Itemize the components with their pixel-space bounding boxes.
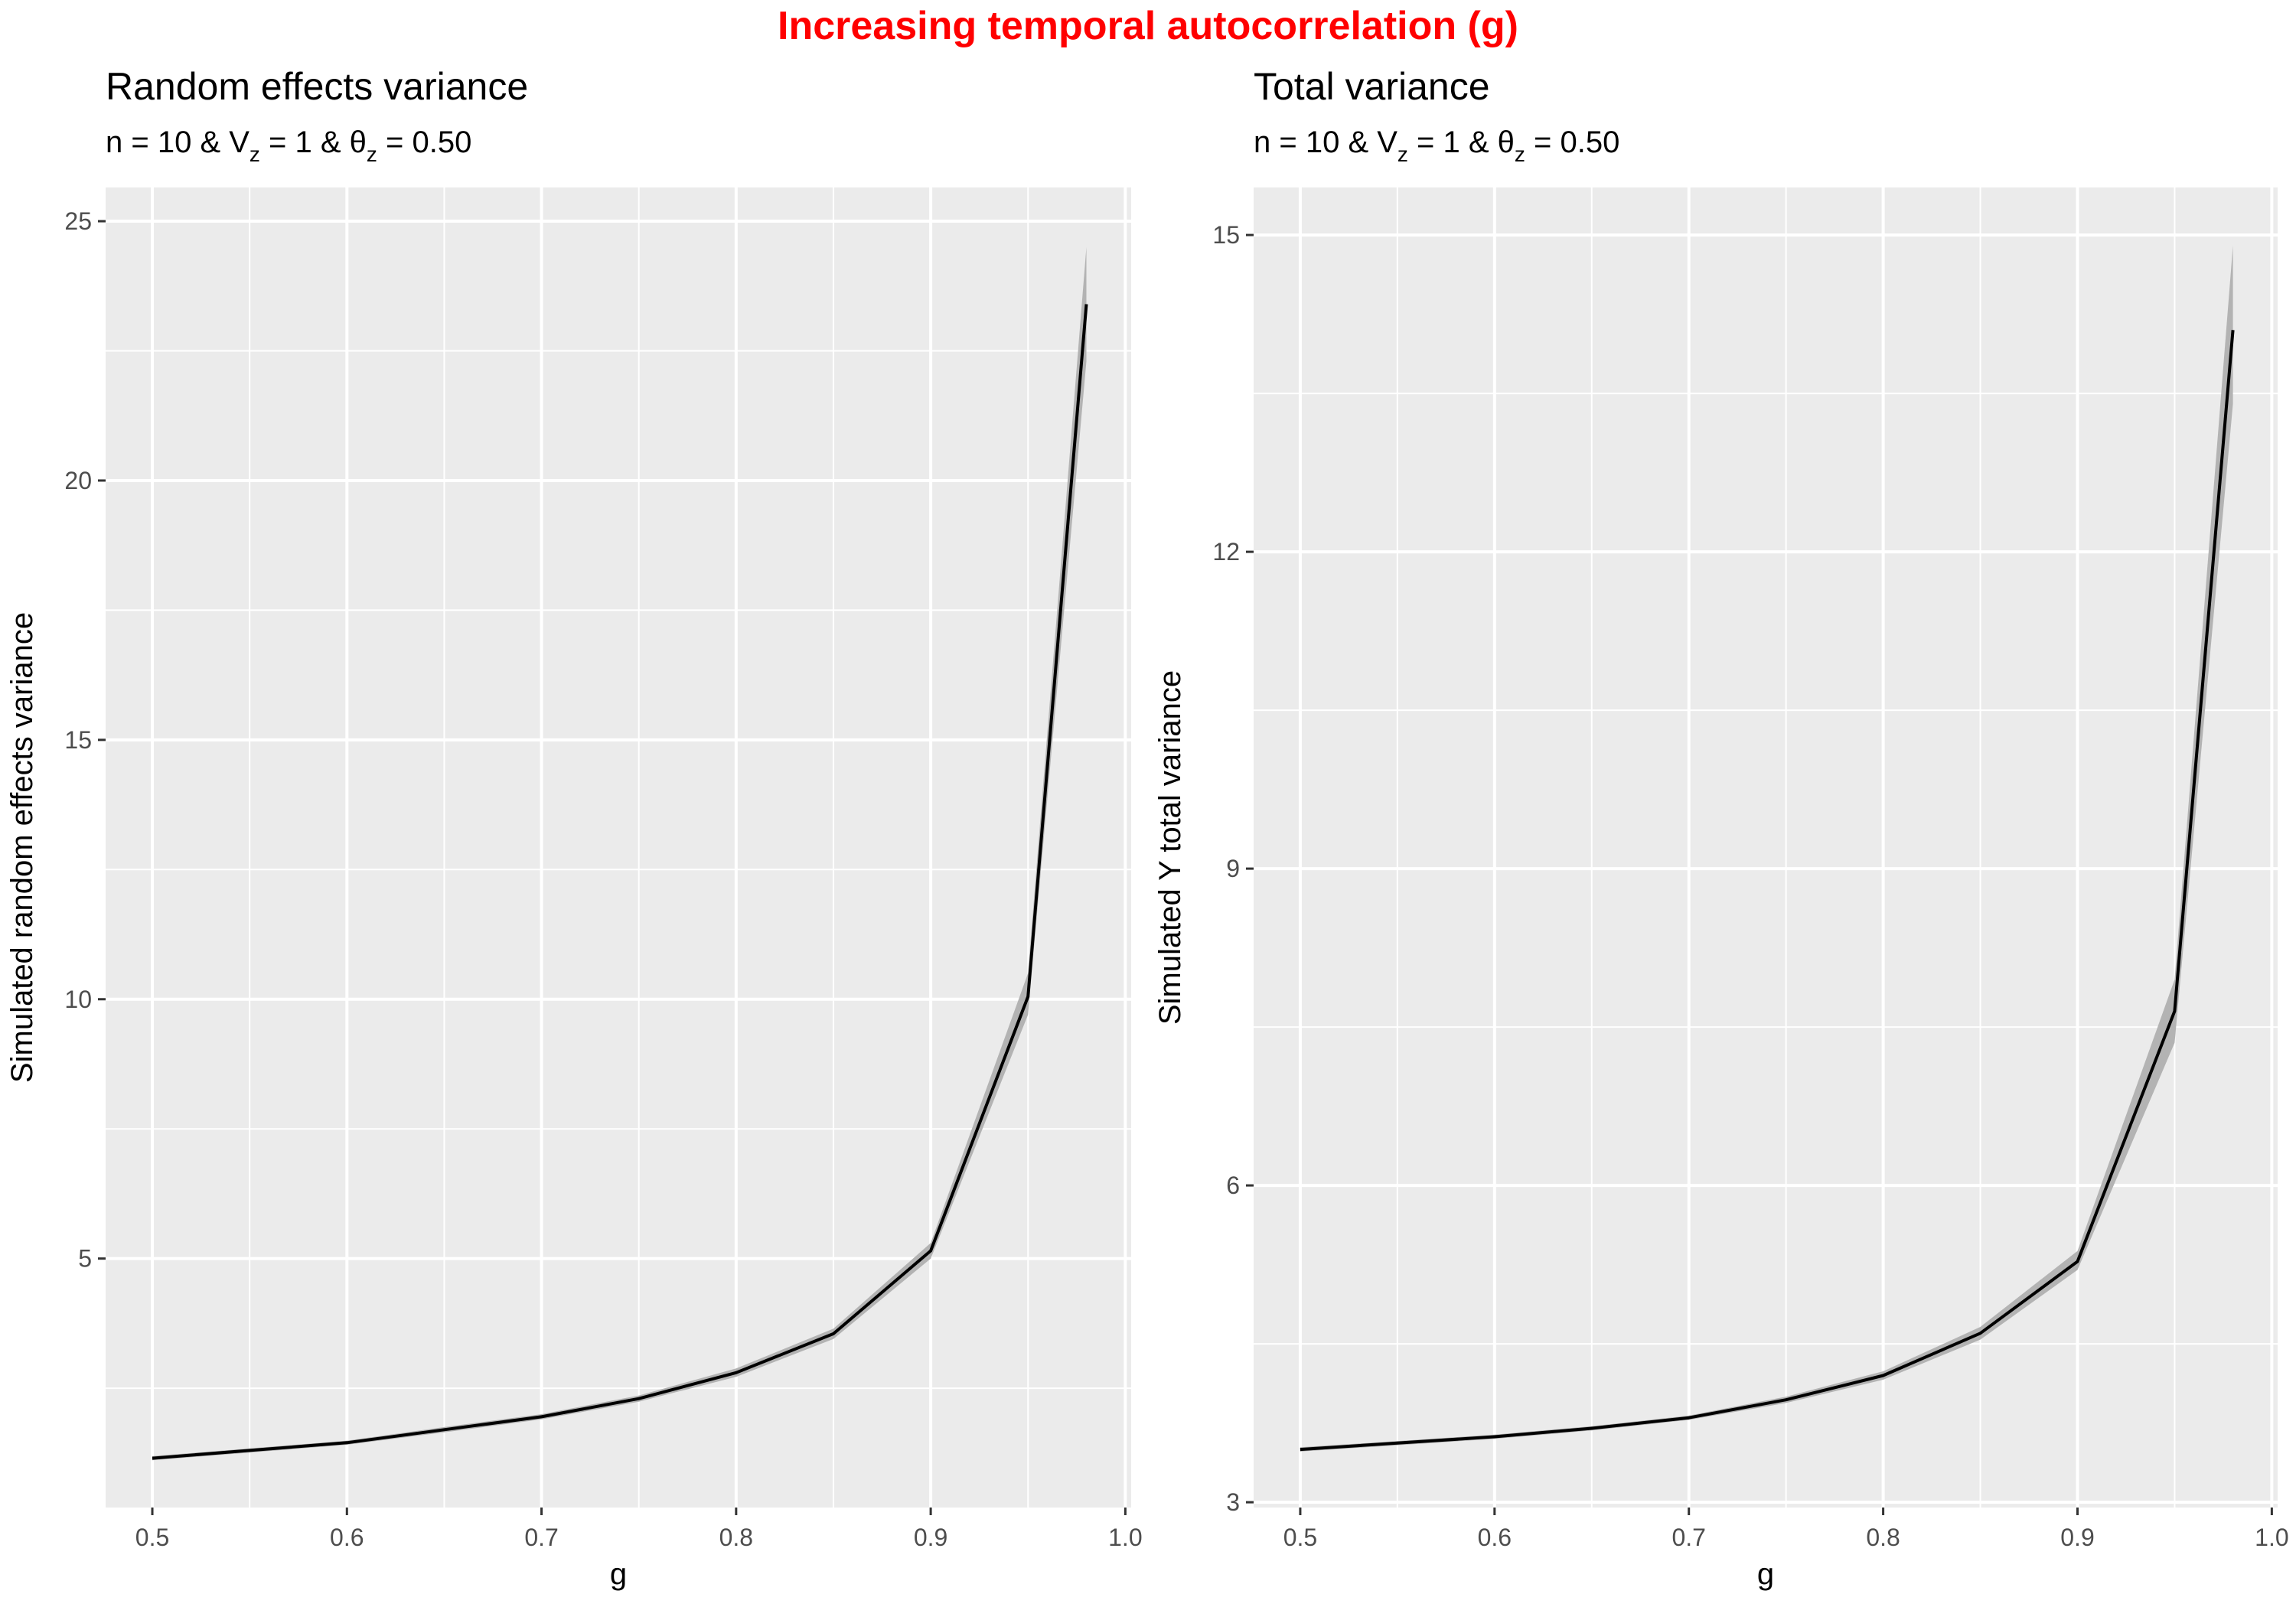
right-subtitle-part-c: = 0.50 [1525, 125, 1620, 159]
panel2-x-tick-label: 0.8 [1866, 1524, 1900, 1551]
left-subtitle-part-b: = 1 & θ [259, 125, 367, 159]
panel2-y-tick-label: 9 [1226, 855, 1240, 882]
left-subtitle-sub-b: z [366, 142, 377, 166]
figure-title: Increasing temporal autocorrelation (g) [778, 4, 1518, 48]
left-subtitle-part-c: = 0.50 [377, 125, 472, 159]
panel2-x-axis-title: g [1757, 1557, 1774, 1591]
panel1-x-tick-label: 0.5 [135, 1524, 169, 1551]
right-subtitle-part-b: = 1 & θ [1407, 125, 1515, 159]
panel1-y-tick-label: 10 [64, 986, 92, 1013]
panel2-y-tick-label: 3 [1226, 1488, 1240, 1516]
right-subtitle-part-a: n = 10 & V [1254, 125, 1397, 159]
panel1-x-tick-label: 1.0 [1108, 1524, 1142, 1551]
left-panel-subtitle: n = 10 & Vz = 1 & θz = 0.50 [106, 125, 472, 166]
left-subtitle-sub-a: z [249, 142, 260, 166]
panel2-y-tick-label: 15 [1212, 221, 1240, 249]
panel2-y-tick-label: 12 [1212, 538, 1240, 566]
panel1-plot-background [106, 187, 1131, 1508]
panel1-x-tick-label: 0.9 [914, 1524, 947, 1551]
panel1-x-tick-label: 0.6 [330, 1524, 364, 1551]
panel2-y-tick-label: 6 [1226, 1172, 1240, 1199]
panel1-y-tick-label: 15 [64, 726, 92, 754]
panel1-x-axis-title: g [610, 1557, 627, 1591]
panel1-y-tick-label: 20 [64, 467, 92, 494]
panel2-y-axis-title: Simulated Y total variance [1153, 670, 1187, 1025]
right-subtitle-sub-a: z [1397, 142, 1408, 166]
panel1-y-tick-label: 5 [78, 1245, 92, 1273]
panel2-x-tick-label: 0.5 [1283, 1524, 1317, 1551]
right-subtitle-sub-b: z [1514, 142, 1525, 166]
right-panel-subtitle: n = 10 & Vz = 1 & θz = 0.50 [1254, 125, 1620, 166]
panel2-x-tick-label: 0.9 [2060, 1524, 2094, 1551]
left-panel-title: Random effects variance [106, 65, 529, 108]
panel2-x-tick-label: 0.7 [1671, 1524, 1705, 1551]
panel1-y-axis-title: Simulated random effects variance [5, 612, 39, 1083]
left-subtitle-part-a: n = 10 & V [106, 125, 249, 159]
panel2-plot-background [1254, 187, 2278, 1508]
right-panel-title: Total variance [1254, 65, 1490, 108]
panel2-x-tick-label: 1.0 [2255, 1524, 2288, 1551]
panel2-x-tick-label: 0.6 [1478, 1524, 1512, 1551]
panel1-x-tick-label: 0.8 [719, 1524, 753, 1551]
panel1-x-tick-label: 0.7 [524, 1524, 558, 1551]
panel1-y-tick-label: 25 [64, 207, 92, 235]
